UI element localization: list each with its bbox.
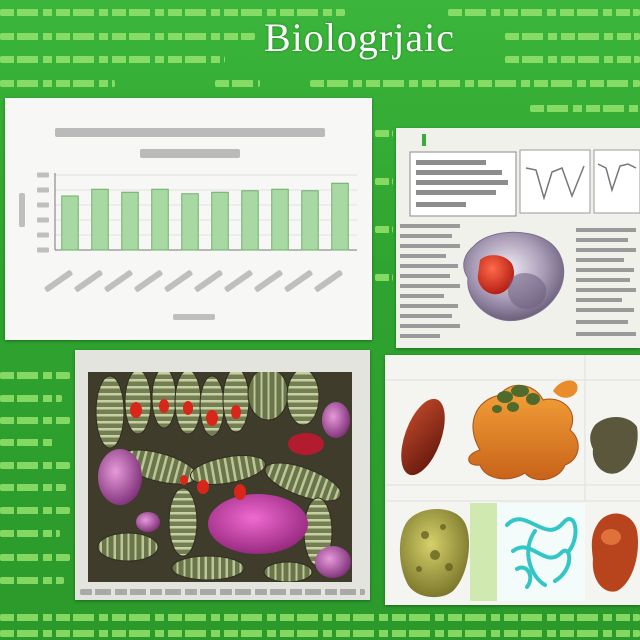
y-tick-label-placeholder [37, 187, 49, 193]
background-garbled-text [0, 554, 70, 561]
bar [241, 190, 259, 251]
y-tick-label-placeholder [37, 202, 49, 208]
3d-models-panel [385, 355, 640, 605]
background-garbled-text [0, 530, 60, 537]
creature-spots [416, 524, 453, 572]
bar [61, 195, 79, 251]
background-garbled-text [0, 630, 640, 637]
x-tick-label-placeholder [104, 270, 133, 292]
background-garbled-text [375, 274, 393, 281]
x-tick-label-placeholder [254, 270, 283, 292]
x-tick-label-placeholder [314, 270, 343, 292]
background-garbled-text [215, 80, 260, 87]
orange-creature-wing [553, 380, 578, 398]
y-tick-label-placeholder [37, 232, 49, 238]
background-garbled-text [530, 105, 640, 112]
background-garbled-text [0, 507, 70, 514]
y-axis-label-placeholder [19, 193, 25, 227]
y-tick-label-placeholder [37, 217, 49, 223]
red-leaf-model [401, 398, 445, 476]
bar [151, 188, 169, 251]
orange-creature-model [468, 385, 579, 481]
background-garbled-text [505, 33, 640, 40]
chart-title-placeholder [55, 128, 325, 137]
x-tick-label-placeholder [194, 270, 223, 292]
cyan-tangle-model [505, 517, 578, 589]
y-tick-label-placeholder [37, 247, 49, 253]
document-text-right [576, 228, 636, 336]
graph-thumbnail-1 [519, 149, 591, 214]
dark-specimen-model [590, 416, 638, 474]
graph-line-2 [597, 163, 637, 193]
bar [181, 193, 199, 251]
bar [301, 190, 319, 251]
3d-organ-tissue [507, 273, 547, 309]
red-orange-specimen-highlight [601, 529, 621, 545]
bar [331, 182, 349, 251]
panel-grid-lines [385, 355, 640, 502]
background-garbled-text [375, 226, 393, 233]
background-garbled-text [0, 462, 70, 469]
x-axis-label-placeholder [173, 314, 215, 320]
background-garbled-text [375, 178, 393, 185]
3d-organ-highlight [477, 255, 515, 295]
x-tick-label-placeholder [44, 270, 73, 292]
background-garbled-text [0, 614, 640, 621]
background-garbled-text [0, 417, 70, 424]
chart-subtitle-placeholder [140, 149, 240, 158]
bar [271, 188, 289, 251]
bar [211, 191, 229, 251]
x-tick-label-placeholder [284, 270, 313, 292]
bar-chart-panel [5, 98, 372, 340]
document-text-left [400, 224, 460, 338]
background-garbled-text [310, 80, 640, 87]
microscopy-image [88, 372, 352, 582]
background-garbled-text [0, 395, 62, 402]
x-tick-label-placeholder [224, 270, 253, 292]
background-garbled-text [0, 372, 70, 379]
y-tick-label-placeholder [37, 172, 49, 178]
background-garbled-text [0, 439, 55, 446]
graph-line-1 [525, 165, 585, 201]
3d-models-figure [385, 355, 640, 601]
green-marker-icon [422, 134, 426, 146]
microscopy-panel [75, 350, 370, 600]
x-tick-label-placeholder [134, 270, 163, 292]
background-garbled-text [375, 130, 393, 137]
background-garbled-text [0, 56, 225, 63]
red-orange-specimen-model [591, 513, 639, 592]
background-garbled-text [0, 577, 64, 584]
red-spots [130, 399, 324, 500]
document-figure [400, 134, 640, 338]
figure-document-panel [396, 128, 640, 348]
bar [121, 191, 139, 251]
background-garbled-text [505, 56, 640, 63]
background-garbled-text [0, 9, 345, 16]
text-box-lines [416, 160, 508, 207]
purple-cells [98, 402, 351, 578]
bar-chart [19, 128, 357, 320]
background-garbled-text [0, 33, 255, 40]
x-tick-label-placeholder [164, 270, 193, 292]
page-title: Biologrjaic [264, 15, 455, 60]
background-garbled-text [0, 484, 66, 491]
x-tick-label-placeholder [74, 270, 103, 292]
striped-structures [95, 372, 342, 582]
bar [91, 188, 109, 251]
background-garbled-text [0, 80, 115, 87]
microscopy-caption-placeholder [80, 589, 365, 595]
creature-texture [492, 385, 540, 413]
green-strip [470, 503, 497, 601]
graph-thumbnail-2 [593, 149, 640, 214]
background-garbled-text [448, 9, 640, 16]
